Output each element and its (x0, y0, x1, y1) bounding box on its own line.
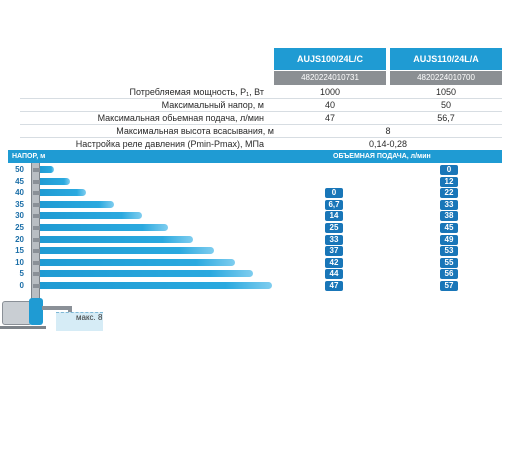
branch-pipe (33, 238, 45, 242)
branch-pipe (33, 284, 45, 288)
spec-value-2: 1050 (435, 87, 457, 97)
spec-value-2: 56,7 (437, 113, 455, 123)
branch-pipe (33, 214, 45, 218)
head-tick-label: 0 (19, 281, 24, 290)
spec-label: Максимальная высота всасывания, м (116, 126, 274, 136)
model-1-name: AUJS100/24L/C (274, 48, 386, 70)
flow-value-model-2: 0 (440, 165, 458, 175)
branch-pipe (33, 261, 45, 265)
spec-label: Максимальный напор, м (161, 100, 264, 110)
flow-value-model-1: 47 (325, 281, 343, 291)
branch-pipe (33, 249, 45, 253)
flow-value-model-1: 25 (325, 223, 343, 233)
flow-bar (40, 224, 168, 231)
head-tick-label: 40 (15, 188, 24, 197)
head-tick-label: 45 (15, 177, 24, 186)
flow-value-model-1: 33 (325, 235, 343, 245)
flow-bar (40, 236, 193, 243)
flow-bar (40, 270, 253, 277)
spec-row: Максимальная высота всасывания, м 8 (20, 125, 502, 138)
model-1-code: 4820224010731 (274, 71, 386, 85)
flow-value-model-1: 37 (325, 246, 343, 256)
head-axis-label: НАПОР, м (12, 153, 46, 160)
branch-pipe (33, 180, 45, 184)
model-2-code: 4820224010700 (390, 71, 502, 85)
branch-pipe (33, 203, 45, 207)
flow-bar (40, 259, 235, 266)
spec-label: Настройка реле давления (Pmin-Pmax), МПа (75, 139, 264, 149)
flow-value-model-2: 22 (440, 188, 458, 198)
flow-bar (40, 189, 86, 196)
flow-axis-label: ОБЪЕМНАЯ ПОДАЧА, л/мин (333, 153, 431, 160)
head-tick-label: 35 (15, 200, 24, 209)
flow-value-model-2: 56 (440, 269, 458, 279)
suction-pipe (42, 306, 72, 310)
head-tick-label: 50 (15, 165, 24, 174)
branch-pipe (33, 272, 45, 276)
flow-bar (40, 201, 114, 208)
flow-bar (40, 212, 142, 219)
spec-label: Максимальная обьемная подача, л/мин (97, 113, 264, 123)
branch-pipe (33, 168, 45, 172)
spec-value-shared: 8 (385, 126, 391, 136)
head-tick-label: 15 (15, 246, 24, 255)
branch-pipe (33, 226, 45, 230)
flow-value-model-1: 14 (325, 211, 343, 221)
flow-value-model-2: 12 (440, 177, 458, 187)
spec-value-1: 40 (324, 100, 335, 110)
flow-bar (40, 178, 70, 185)
flow-header-bar: НАПОР, м ОБЪЕМНАЯ ПОДАЧА, л/мин (8, 150, 502, 163)
spec-value-shared: 0,14-0,28 (368, 139, 408, 149)
head-tick-label: 5 (19, 269, 24, 278)
suction-height-label: макс. 8 (76, 313, 103, 322)
flow-bar (40, 282, 272, 289)
flow-value-model-2: 33 (440, 200, 458, 210)
flow-value-model-1: 42 (325, 258, 343, 268)
head-tick-label: 30 (15, 211, 24, 220)
spec-row: Потребляемая мощность, P₁, Вт 1000 1050 (20, 86, 502, 99)
spec-row: Максимальная обьемная подача, л/мин 47 5… (20, 112, 502, 125)
flow-value-model-2: 49 (440, 235, 458, 245)
flow-value-model-1: 6,7 (325, 200, 343, 210)
flow-value-model-2: 45 (440, 223, 458, 233)
flow-bar (40, 247, 214, 254)
spec-value-2: 50 (440, 100, 451, 110)
flow-value-model-2: 55 (440, 258, 458, 268)
model-2-name: AUJS110/24L/A (390, 48, 502, 70)
pump-motor (2, 301, 32, 325)
pump-housing (29, 298, 43, 325)
spec-value-1: 1000 (319, 87, 341, 97)
flow-value-model-2: 57 (440, 281, 458, 291)
flow-value-model-2: 53 (440, 246, 458, 256)
pump-base (0, 326, 46, 329)
flow-value-model-1: 44 (325, 269, 343, 279)
branch-pipe (33, 191, 45, 195)
water-tank (56, 312, 103, 331)
spec-value-1: 47 (324, 113, 335, 123)
spec-label: Потребляемая мощность, P₁, Вт (129, 87, 264, 97)
flow-value-model-2: 38 (440, 211, 458, 221)
head-tick-label: 10 (15, 258, 24, 267)
flow-bar (40, 166, 54, 173)
head-tick-label: 25 (15, 223, 24, 232)
spec-row: Максимальный напор, м 40 50 (20, 99, 502, 112)
head-tick-label: 20 (15, 235, 24, 244)
flow-value-model-1: 0 (325, 188, 343, 198)
